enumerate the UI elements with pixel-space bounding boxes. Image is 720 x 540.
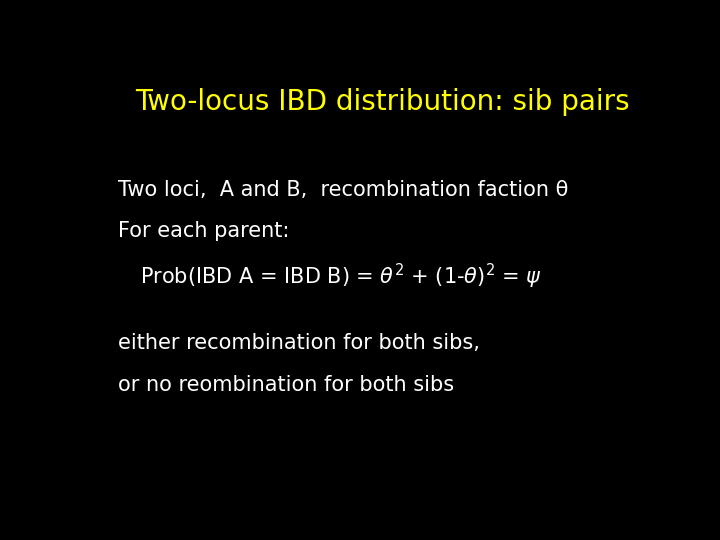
Text: either recombination for both sibs,: either recombination for both sibs,: [118, 333, 480, 353]
Text: For each parent:: For each parent:: [118, 221, 289, 241]
Text: Prob(IBD A = IBD B) = $\theta^{2}$ + (1-$\theta)^{2}$ = $\psi$: Prob(IBD A = IBD B) = $\theta^{2}$ + (1-…: [140, 262, 542, 292]
Text: or no reombination for both sibs: or no reombination for both sibs: [118, 375, 454, 395]
Text: Two loci,  A and B,  recombination faction θ: Two loci, A and B, recombination faction…: [118, 179, 568, 200]
Text: Two-locus IBD distribution: sib pairs: Two-locus IBD distribution: sib pairs: [135, 88, 629, 116]
